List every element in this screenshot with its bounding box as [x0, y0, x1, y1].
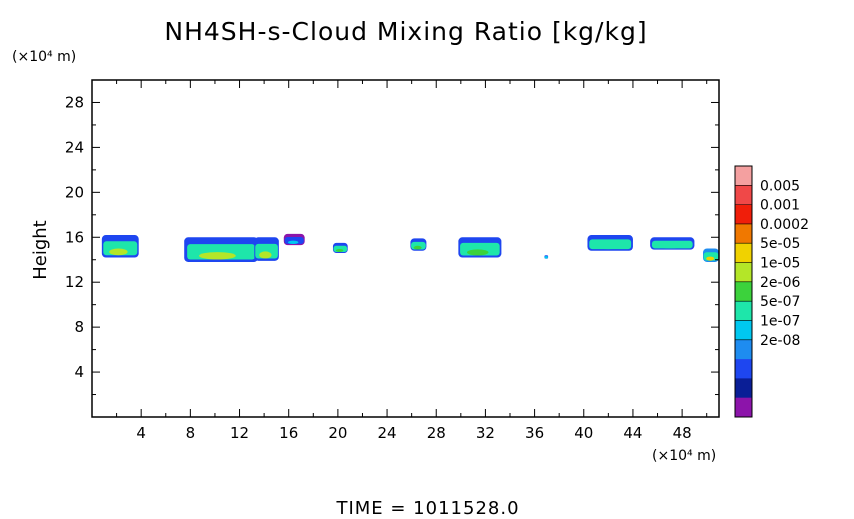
colorbar-swatch	[735, 378, 752, 398]
colorbar-swatch	[735, 281, 752, 302]
y-axis-unit: (×10⁴ m)	[12, 49, 76, 65]
colorbar-swatch	[735, 359, 752, 379]
cloud-core	[706, 256, 715, 261]
cloud-field	[101, 233, 719, 262]
colorbar-swatch	[735, 166, 752, 186]
colorbar-swatch	[735, 243, 752, 263]
y-axis-label: Height	[30, 220, 51, 280]
colorbar-frame	[734, 165, 753, 418]
colorbar-label: 0.001	[760, 198, 800, 214]
x-tick-label: 28	[427, 424, 446, 442]
cloud-core	[259, 251, 272, 259]
cloud-patch	[184, 237, 258, 262]
colorbar-label: 1e-05	[760, 256, 800, 272]
x-tick-label: 36	[525, 424, 544, 442]
colorbar-label: 5e-07	[760, 294, 800, 310]
y-tick-label: 4	[74, 363, 84, 381]
cloud-core	[466, 249, 489, 256]
colorbar-label: 2e-08	[760, 333, 800, 349]
cloud-core	[335, 248, 344, 252]
axis-ticks	[92, 80, 719, 417]
colorbar-label: 2e-06	[760, 275, 800, 291]
cloud-core	[545, 256, 548, 259]
colorbar-swatch	[735, 223, 752, 244]
cloud-core	[109, 248, 128, 256]
cloud-patch	[650, 237, 695, 250]
colorbar-label: 0.005	[760, 178, 800, 194]
x-tick-label: 16	[279, 424, 298, 442]
cloud-patch	[101, 235, 139, 258]
x-tick-label: 12	[230, 424, 249, 442]
colorbar: 0.005 0.001 0.0002 5e-05 1e-05 2e-06 5e-07 1e-0…	[734, 165, 809, 418]
y-tick-label: 8	[74, 318, 84, 336]
cloud-core	[659, 244, 682, 249]
cloud-patch	[410, 238, 427, 251]
x-tick-label: 24	[378, 424, 397, 442]
cloud-patch	[254, 237, 279, 261]
cloud-patch	[703, 248, 719, 262]
colorbar-swatch	[735, 397, 752, 418]
x-tick-label: 4	[136, 424, 146, 442]
x-tick-labels: 4 8 12 16 20 24 28 32 36 40 44 48	[136, 424, 691, 442]
colorbar-swatch	[735, 262, 752, 283]
chart-title: NH4SH-s-Cloud Mixing Ratio [kg/kg]	[164, 17, 647, 46]
x-tick-label: 32	[476, 424, 495, 442]
cloud-patch	[332, 242, 348, 253]
cloud-core	[198, 252, 236, 260]
y-tick-labels: 4 8 12 16 20 24 28	[65, 93, 84, 381]
colorbar-swatch	[735, 339, 752, 360]
colorbar-swatch	[735, 185, 752, 205]
cloud-patch	[283, 233, 305, 246]
colorbar-swatch	[735, 204, 752, 225]
x-tick-label: 40	[574, 424, 593, 442]
plot-frame	[91, 79, 720, 418]
cloud-patch	[587, 235, 633, 251]
y-tick-label: 28	[65, 93, 84, 111]
y-tick-label: 12	[65, 273, 84, 291]
colorbar-label: 1e-07	[760, 313, 800, 329]
cloud-patch	[544, 255, 549, 259]
x-tick-label: 44	[623, 424, 642, 442]
y-tick-label: 20	[65, 183, 84, 201]
x-tick-label: 48	[673, 424, 692, 442]
y-tick-label: 16	[65, 228, 84, 246]
cloud-core	[413, 245, 422, 250]
x-tick-label: 20	[328, 424, 347, 442]
colorbar-swatch	[735, 320, 752, 341]
x-axis-unit: (×10⁴ m)	[652, 448, 716, 464]
cloud-core	[287, 240, 299, 245]
x-tick-label: 8	[186, 424, 196, 442]
colorbar-swatch	[735, 301, 752, 321]
cloud-core	[596, 244, 620, 250]
colorbar-label: 0.0002	[760, 217, 809, 233]
cloud-patch	[458, 237, 502, 258]
time-label: TIME = 1011528.0	[335, 498, 519, 519]
y-tick-label: 24	[65, 138, 84, 156]
colorbar-label: 5e-05	[760, 236, 800, 252]
